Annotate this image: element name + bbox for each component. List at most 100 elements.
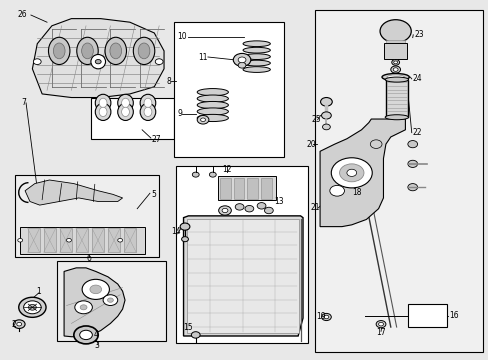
Ellipse shape bbox=[133, 37, 155, 64]
Text: 5: 5 bbox=[151, 190, 156, 199]
Ellipse shape bbox=[110, 43, 122, 59]
Ellipse shape bbox=[243, 60, 270, 66]
Circle shape bbox=[107, 298, 113, 302]
Ellipse shape bbox=[381, 73, 408, 81]
Ellipse shape bbox=[118, 103, 133, 121]
Circle shape bbox=[391, 59, 399, 65]
Circle shape bbox=[375, 320, 385, 328]
Text: 11: 11 bbox=[198, 53, 207, 62]
Bar bbox=[261, 178, 271, 199]
Circle shape bbox=[80, 305, 87, 310]
Text: 7: 7 bbox=[21, 98, 26, 107]
Circle shape bbox=[244, 206, 253, 212]
Circle shape bbox=[235, 204, 244, 210]
Text: 27: 27 bbox=[152, 135, 161, 144]
Text: 6: 6 bbox=[86, 254, 91, 263]
Bar bbox=[173, 22, 283, 157]
Ellipse shape bbox=[53, 43, 65, 59]
Ellipse shape bbox=[138, 43, 150, 59]
Text: 23: 23 bbox=[413, 30, 423, 39]
Ellipse shape bbox=[118, 94, 133, 112]
Text: 14: 14 bbox=[171, 228, 181, 237]
Bar bbox=[15, 175, 159, 257]
Circle shape bbox=[222, 208, 227, 213]
Ellipse shape bbox=[243, 47, 270, 53]
Circle shape bbox=[82, 279, 109, 300]
Circle shape bbox=[321, 112, 330, 119]
Bar bbox=[176, 166, 307, 343]
Circle shape bbox=[80, 330, 92, 339]
Bar bbox=[91, 98, 173, 139]
Polygon shape bbox=[183, 216, 303, 336]
Circle shape bbox=[407, 184, 417, 191]
Circle shape bbox=[13, 320, 25, 328]
Ellipse shape bbox=[105, 37, 126, 64]
Circle shape bbox=[90, 285, 102, 294]
Circle shape bbox=[322, 124, 330, 130]
Bar bbox=[57, 261, 166, 341]
Text: 21: 21 bbox=[310, 203, 319, 212]
Bar bbox=[385, 47, 405, 50]
Circle shape bbox=[192, 172, 199, 177]
Circle shape bbox=[66, 238, 71, 242]
Text: 26: 26 bbox=[18, 10, 27, 19]
PathPatch shape bbox=[32, 19, 163, 98]
Ellipse shape bbox=[122, 107, 129, 117]
Bar bbox=[20, 226, 144, 253]
Ellipse shape bbox=[385, 115, 408, 120]
Ellipse shape bbox=[140, 103, 156, 121]
Circle shape bbox=[393, 61, 397, 64]
Text: 18: 18 bbox=[351, 188, 361, 197]
Text: 22: 22 bbox=[412, 128, 421, 137]
Ellipse shape bbox=[197, 102, 228, 109]
Circle shape bbox=[339, 164, 363, 182]
Ellipse shape bbox=[99, 107, 107, 117]
Circle shape bbox=[33, 59, 41, 64]
Circle shape bbox=[407, 140, 417, 148]
Ellipse shape bbox=[243, 41, 270, 46]
Circle shape bbox=[324, 315, 328, 319]
Circle shape bbox=[379, 20, 410, 42]
Text: 17: 17 bbox=[375, 328, 385, 337]
Text: 20: 20 bbox=[306, 140, 315, 149]
Ellipse shape bbox=[243, 54, 270, 59]
Circle shape bbox=[257, 203, 265, 209]
Text: 13: 13 bbox=[273, 197, 283, 206]
Circle shape bbox=[329, 185, 344, 196]
Ellipse shape bbox=[140, 94, 156, 112]
Circle shape bbox=[19, 297, 46, 318]
Circle shape bbox=[200, 118, 205, 122]
Ellipse shape bbox=[77, 37, 98, 64]
Ellipse shape bbox=[48, 37, 70, 64]
Bar bbox=[315, 10, 483, 352]
Text: 25: 25 bbox=[311, 115, 321, 124]
Polygon shape bbox=[25, 180, 122, 205]
Circle shape bbox=[23, 301, 41, 314]
Text: 2: 2 bbox=[11, 320, 16, 329]
Bar bbox=[407, 304, 446, 327]
Bar bbox=[247, 178, 258, 199]
Circle shape bbox=[28, 305, 36, 310]
Circle shape bbox=[118, 238, 122, 242]
Ellipse shape bbox=[81, 43, 93, 59]
Circle shape bbox=[352, 173, 364, 181]
Ellipse shape bbox=[386, 75, 404, 79]
Text: 24: 24 bbox=[412, 75, 422, 84]
Circle shape bbox=[390, 66, 400, 73]
Bar bbox=[385, 40, 405, 42]
Text: 3: 3 bbox=[95, 341, 100, 350]
Ellipse shape bbox=[197, 89, 228, 96]
Circle shape bbox=[378, 322, 383, 326]
Ellipse shape bbox=[197, 108, 228, 115]
Bar bbox=[385, 54, 405, 57]
Circle shape bbox=[17, 322, 21, 326]
Circle shape bbox=[191, 332, 200, 338]
Bar bbox=[187, 219, 298, 333]
Ellipse shape bbox=[144, 107, 152, 117]
Bar bbox=[60, 228, 72, 252]
Text: 9: 9 bbox=[177, 109, 182, 118]
Circle shape bbox=[346, 169, 356, 176]
Circle shape bbox=[321, 314, 330, 320]
Circle shape bbox=[238, 57, 245, 63]
Text: 4: 4 bbox=[93, 330, 98, 339]
